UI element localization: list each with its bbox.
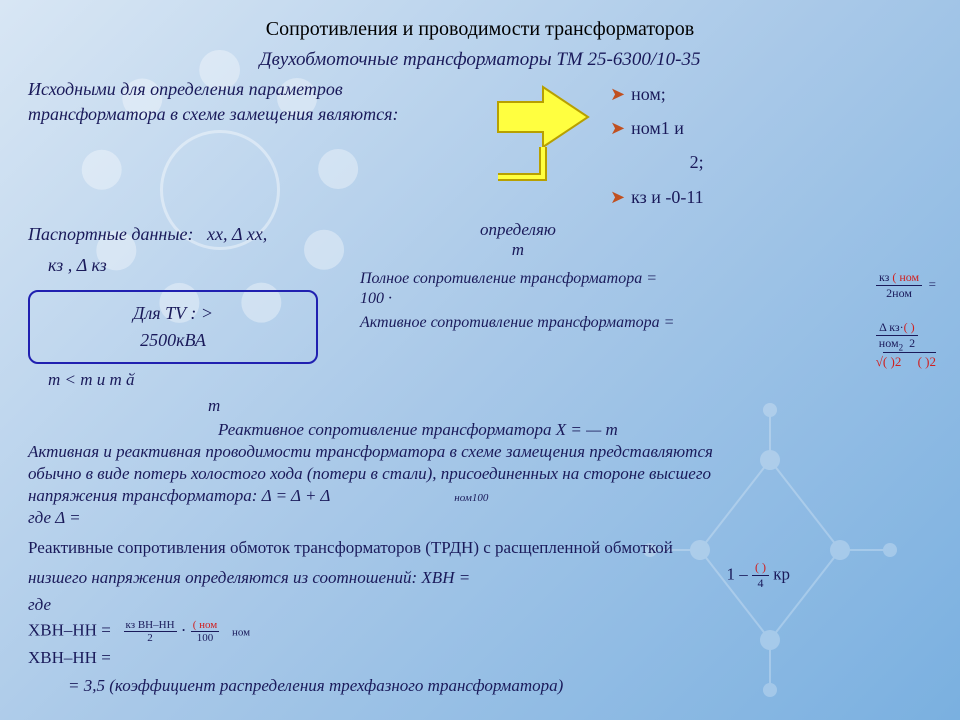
g-line-4: где Δ = bbox=[28, 508, 932, 528]
subtitle: Двухобмоточные трансформаторы ТМ 25-6300… bbox=[28, 49, 932, 71]
bullet-icon: ➤ bbox=[610, 187, 625, 207]
mid-p1b: 100 · bbox=[360, 290, 392, 307]
mid-p2: Активное сопротивление трансформатора = bbox=[360, 314, 674, 331]
xvn-1: ХВН–НН = кз ВН–НН 2 · ( ном 100 ном bbox=[28, 619, 932, 644]
nom-list: ➤ ном; ➤ ном1 и 2; ➤ кз и -0-11 bbox=[610, 77, 704, 214]
reactive-line: Реактивное сопротивление трансформатора … bbox=[218, 420, 932, 440]
frame-line-2: 2500кВА bbox=[46, 327, 300, 354]
trdm-block: Реактивные сопротивления обмоток трансфо… bbox=[28, 536, 932, 699]
nom100: ном100 bbox=[454, 492, 488, 504]
g-line-2: обычно в виде потерь холостого хода (пот… bbox=[28, 464, 932, 484]
slide-content: Сопротивления и проводимости трансформат… bbox=[0, 0, 960, 717]
intro-text: Исходными для определения параметров тра… bbox=[28, 77, 468, 127]
arrow-shape bbox=[488, 82, 598, 207]
mid-formulas: Полное сопротивление трансформатора = 10… bbox=[360, 270, 780, 338]
below-frame-1: т < т и т ӑ bbox=[48, 370, 932, 390]
tv-frame: Для TV : > 2500кВА bbox=[28, 290, 318, 364]
frame-line-1: Для TV : > bbox=[46, 300, 300, 327]
page-title: Сопротивления и проводимости трансформат… bbox=[28, 18, 932, 41]
passport-label: Паспортные данные: bbox=[28, 224, 194, 244]
passport-values: хх, Δ хх, bbox=[207, 224, 267, 244]
bullet-icon: ➤ bbox=[610, 118, 625, 138]
mid-p1: Полное сопротивление трансформатора = bbox=[360, 270, 657, 287]
g-line-3-text: напряжения трансформатора: Δ = Δ + Δ bbox=[28, 486, 330, 505]
nom-3: 2; bbox=[690, 152, 704, 172]
nom-small: ном bbox=[232, 626, 250, 638]
coef-line: = 3,5 (коэффициент распределения трехфаз… bbox=[68, 674, 932, 699]
small-frac-2: ( ном 100 bbox=[191, 619, 220, 644]
g-line-3: напряжения трансформатора: Δ = Δ + Δ ном… bbox=[28, 486, 932, 506]
determine-text: определяют bbox=[480, 220, 556, 260]
bullet-icon: ➤ bbox=[610, 84, 625, 104]
xvn-where: где bbox=[28, 595, 932, 615]
g-line-1: Активная и реактивная проводимости транс… bbox=[28, 442, 932, 462]
nom-2: ном1 и bbox=[631, 118, 684, 138]
below-frame-2: т bbox=[208, 396, 932, 416]
xvn-2: ХВН–НН = bbox=[28, 648, 932, 668]
nom-4: кз и -0-11 bbox=[631, 187, 704, 207]
nom-1: ном; bbox=[631, 84, 666, 104]
xvn-label: где bbox=[28, 595, 51, 614]
trdm-1: Реактивные сопротивления обмоток трансфо… bbox=[28, 536, 932, 561]
trdm-2: низшего напряжения определяются из соотн… bbox=[28, 566, 932, 591]
small-frac-1: кз ВН–НН 2 bbox=[124, 619, 177, 644]
xvn1-text: ХВН–НН = bbox=[28, 620, 111, 639]
